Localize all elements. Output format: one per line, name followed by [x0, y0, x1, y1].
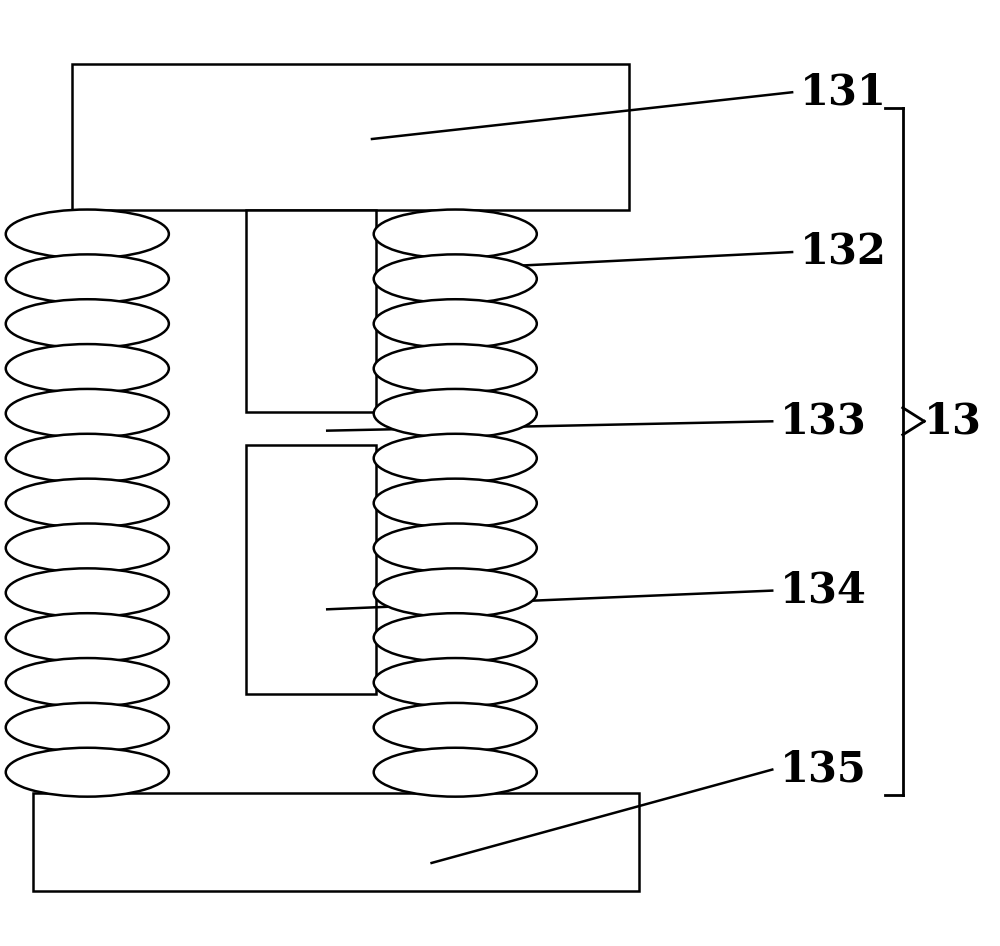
Ellipse shape: [374, 658, 537, 707]
Ellipse shape: [6, 209, 169, 258]
Ellipse shape: [6, 254, 169, 304]
Ellipse shape: [374, 299, 537, 348]
Ellipse shape: [6, 344, 169, 393]
Ellipse shape: [374, 434, 537, 482]
Ellipse shape: [374, 389, 537, 438]
Bar: [72, 64, 629, 210]
Ellipse shape: [6, 703, 169, 752]
Text: 131: 131: [800, 71, 887, 114]
Ellipse shape: [374, 254, 537, 304]
Text: 13: 13: [924, 400, 981, 443]
Ellipse shape: [6, 523, 169, 572]
Text: 135: 135: [780, 748, 867, 790]
Ellipse shape: [6, 569, 169, 617]
Ellipse shape: [374, 703, 537, 752]
Ellipse shape: [374, 479, 537, 528]
Ellipse shape: [6, 434, 169, 482]
Ellipse shape: [374, 613, 537, 662]
Bar: [246, 210, 376, 412]
Ellipse shape: [374, 747, 537, 797]
Bar: [33, 793, 639, 891]
Ellipse shape: [6, 658, 169, 707]
Ellipse shape: [374, 344, 537, 393]
Ellipse shape: [6, 479, 169, 528]
Ellipse shape: [374, 523, 537, 572]
Ellipse shape: [374, 569, 537, 617]
Ellipse shape: [6, 613, 169, 662]
Ellipse shape: [374, 209, 537, 258]
Text: 133: 133: [780, 400, 867, 443]
Text: 132: 132: [800, 231, 887, 273]
Ellipse shape: [6, 389, 169, 438]
Text: 134: 134: [780, 569, 867, 611]
Bar: [246, 445, 376, 694]
Ellipse shape: [6, 747, 169, 797]
Ellipse shape: [6, 299, 169, 348]
